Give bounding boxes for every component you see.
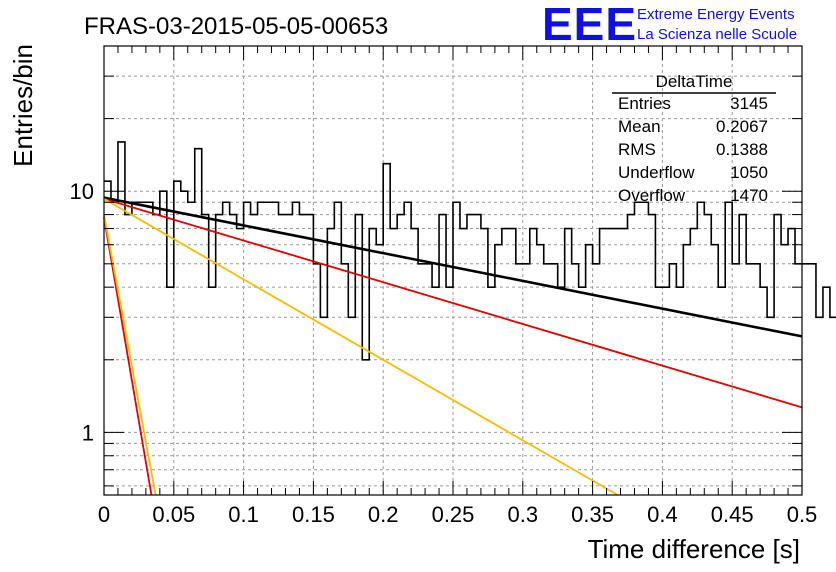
x-axis-title: Time difference [s] <box>588 534 800 564</box>
stats-box: DeltaTime Entries 3145 Mean 0.2067 RMS 0… <box>612 72 776 205</box>
stats-value-overflow: 1470 <box>730 186 768 205</box>
stats-label-rms: RMS <box>618 140 656 159</box>
x-tick-label: 0.1 <box>228 502 259 527</box>
x-tick-label: 0.35 <box>571 502 614 527</box>
x-tick-label: 0.3 <box>508 502 539 527</box>
stats-value-entries: 3145 <box>730 94 768 113</box>
stats-label-mean: Mean <box>618 117 661 136</box>
fit-line <box>103 196 803 338</box>
y-tick-labels: 1 10 <box>70 179 94 445</box>
histogram <box>104 141 836 361</box>
stats-label-overflow: Overflow <box>618 186 686 205</box>
stats-value-rms: 0.1388 <box>716 140 768 159</box>
x-tick-labels: 0 0.05 0.1 0.15 0.2 0.25 0.3 0.35 0.4 0.45 0.5 <box>98 502 817 527</box>
fit-line <box>103 214 157 496</box>
brand-line-2: La Scienza nelle Scuole <box>637 26 797 43</box>
x-tick-label: 0 <box>98 502 110 527</box>
eee-branding: EEE Extreme Energy Events La Scienza nel… <box>542 0 797 50</box>
axis-ticks <box>103 45 803 495</box>
x-tick-label: 0.25 <box>432 502 475 527</box>
stats-label-entries: Entries <box>618 94 671 113</box>
fit-line <box>103 198 619 496</box>
histogram-step-line <box>104 141 836 361</box>
stats-value-underflow: 1050 <box>730 163 768 182</box>
fit-line <box>103 197 803 409</box>
brand-line-1: Extreme Energy Events <box>637 6 795 23</box>
stats-value-mean: 0.2067 <box>716 117 768 136</box>
y-axis-title: Entries/bin <box>8 44 38 167</box>
x-tick-label: 0.15 <box>292 502 335 527</box>
x-tick-label: 0.45 <box>711 502 754 527</box>
stats-box-title: DeltaTime <box>656 72 733 91</box>
x-tick-label: 0.2 <box>368 502 399 527</box>
eee-logo: EEE <box>542 0 637 50</box>
x-tick-label: 0.4 <box>647 502 678 527</box>
y-tick-label: 10 <box>70 179 94 204</box>
chart-title: FRAS-03-2015-05-05-00653 <box>84 13 388 40</box>
x-tick-label: 0.5 <box>787 502 818 527</box>
y-tick-label: 1 <box>82 420 94 445</box>
stats-label-underflow: Underflow <box>618 163 695 182</box>
x-tick-label: 0.05 <box>152 502 195 527</box>
fit-lines <box>103 196 803 496</box>
